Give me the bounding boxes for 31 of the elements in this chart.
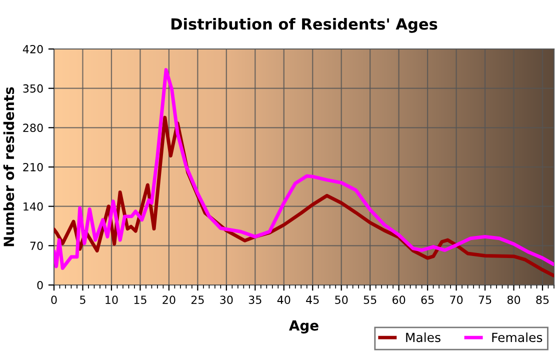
x-tick-label: 65 <box>421 296 434 304</box>
x-tick-label: 5 <box>80 296 86 304</box>
legend-label: Females <box>492 332 542 342</box>
x-tick-label: 10 <box>106 296 118 304</box>
x-tick-label: 50 <box>335 296 348 304</box>
y-tick-label: 420 <box>22 44 43 54</box>
x-tick-label: 45 <box>306 296 319 304</box>
x-tick-label: 15 <box>134 296 146 304</box>
y-tick-label: 70 <box>30 242 43 250</box>
x-tick-label: 60 <box>392 296 406 304</box>
x-tick-label: 55 <box>364 296 376 304</box>
line-series <box>54 68 554 270</box>
x-tick-label: 80 <box>507 296 520 304</box>
x-tick-label: 20 <box>162 296 176 304</box>
x-tick-label: 30 <box>220 296 233 304</box>
y-tick-label: 140 <box>24 202 43 211</box>
x-tick-label: 25 <box>191 296 204 304</box>
y-tick-label: 350 <box>23 84 43 93</box>
x-tick-label: 85 <box>536 296 549 304</box>
x-tick-label: 40 <box>277 296 290 304</box>
x-tick-label: 70 <box>450 296 463 304</box>
x-tick-label: 0 <box>51 296 57 304</box>
x-axis-title: Age <box>289 320 318 334</box>
y-axis-title: Number of residents <box>3 87 14 246</box>
y-tick-label: 0 <box>37 280 43 290</box>
x-tick-label: 35 <box>248 296 262 304</box>
x-tick-label: 75 <box>478 296 492 304</box>
y-tick-label: 210 <box>23 162 43 172</box>
chart-title: Distribution of Residents' Ages <box>171 18 438 33</box>
legend-label: Males <box>406 332 440 342</box>
y-tick-label: 280 <box>23 124 43 132</box>
